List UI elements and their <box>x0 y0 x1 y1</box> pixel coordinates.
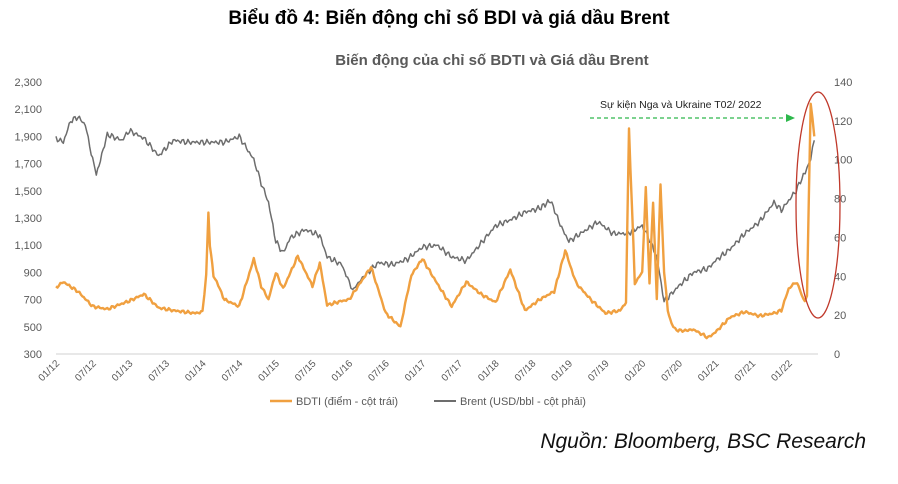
x-tick-label: 01/20 <box>623 358 649 384</box>
y-right-tick-label: 0 <box>834 349 840 361</box>
x-tick-label: 07/16 <box>366 358 392 384</box>
y-left-tick-label: 2,300 <box>14 77 42 89</box>
legend-bdti-label: BDTI (điểm - cột trái) <box>296 396 398 408</box>
x-tick-label: 07/20 <box>659 358 685 384</box>
legend-brent-label: Brent (USD/bbl - cột phải) <box>460 396 586 408</box>
y-right-tick-label: 100 <box>834 155 852 167</box>
y-left-tick-label: 500 <box>24 322 42 334</box>
annotation-text: Sự kiện Nga và Ukraine T02/ 2022 <box>600 99 762 111</box>
x-tick-label: 07/21 <box>733 358 759 384</box>
y-right-tick-label: 120 <box>834 116 852 128</box>
x-tick-label: 01/22 <box>769 358 795 384</box>
y-right-tick-label: 60 <box>834 232 846 244</box>
y-left-tick-label: 1,900 <box>14 131 42 143</box>
x-tick-label: 01/21 <box>696 358 722 384</box>
bdti-series-line <box>55 102 816 340</box>
y-left-tick-label: 300 <box>24 349 42 361</box>
y-right-tick-label: 20 <box>834 310 846 322</box>
x-tick-label: 01/14 <box>183 358 209 384</box>
x-tick-label: 07/12 <box>73 358 99 384</box>
x-tick-label: 07/19 <box>586 358 612 384</box>
x-axis: 01/12 07/12 01/13 07/13 01/14 07/14 01/15 07/15… <box>37 358 795 384</box>
y-right-tick-label: 40 <box>834 271 846 283</box>
chart: Biến động của chỉ số BDTI và Giá dầu Bre… <box>14 52 852 408</box>
x-tick-label: 01/16 <box>330 358 356 384</box>
x-tick-label: 01/17 <box>403 358 429 384</box>
x-tick-label: 07/13 <box>147 358 173 384</box>
x-tick-label: 01/15 <box>256 358 282 384</box>
y-left-tick-label: 1,700 <box>14 159 42 171</box>
report-heading: Biểu đồ 4: Biến động chỉ số BDI và giá d… <box>228 8 670 29</box>
brent-series-line <box>55 115 816 303</box>
x-tick-label: 01/12 <box>37 358 63 384</box>
y-left-tick-label: 700 <box>24 295 42 307</box>
source-note: Nguồn: Bloomberg, BSC Research <box>540 430 866 453</box>
x-tick-label: 01/13 <box>110 358 136 384</box>
x-tick-label: 07/15 <box>293 358 319 384</box>
y-left-tick-label: 1,100 <box>14 240 42 252</box>
y-left-tick-label: 2,100 <box>14 104 42 116</box>
y-axis-left: 300 500 700 900 1,100 1,300 1,500 1,700 1,900 2,1… <box>14 77 42 361</box>
y-right-tick-label: 140 <box>834 77 852 89</box>
x-tick-label: 07/14 <box>220 358 246 384</box>
highlight-ellipse <box>795 91 841 319</box>
x-tick-label: 01/18 <box>476 358 502 384</box>
chart-title: Biến động của chỉ số BDTI và Giá dầu Bre… <box>335 52 648 69</box>
x-tick-label: 01/19 <box>550 358 576 384</box>
annotation-arrowhead <box>786 114 795 122</box>
legend: BDTI (điểm - cột trái) Brent (USD/bbl - … <box>270 396 586 408</box>
x-tick-label: 07/17 <box>440 358 466 384</box>
x-tick-label: 07/18 <box>513 358 539 384</box>
y-left-tick-label: 900 <box>24 267 42 279</box>
y-left-tick-label: 1,300 <box>14 213 42 225</box>
y-left-tick-label: 1,500 <box>14 186 42 198</box>
